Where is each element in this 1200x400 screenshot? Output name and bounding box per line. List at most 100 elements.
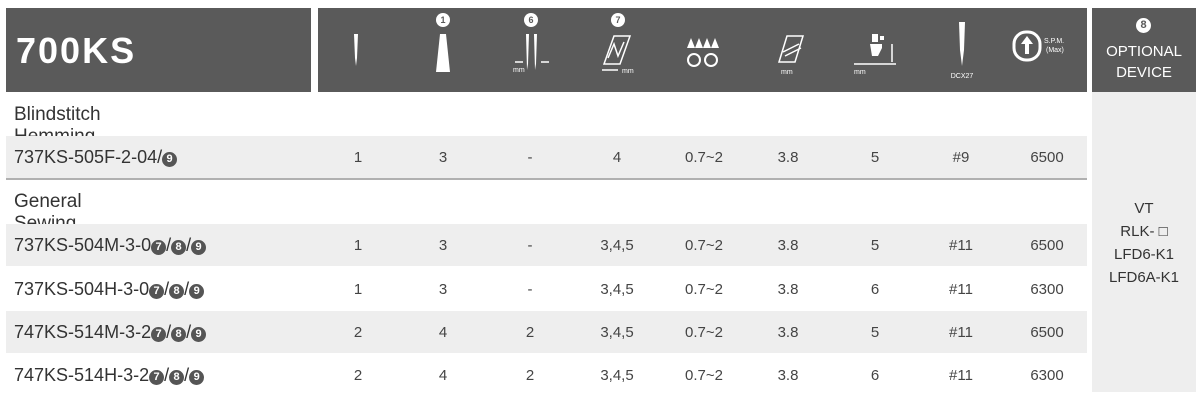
needle-system-icon: DCX27 [944,8,980,92]
model-name: 747KS-514H-3-2 7/8/9 [14,365,205,386]
cell-stitch-length: 3.8 [777,237,799,254]
cell-needle-system: #11 [949,281,973,298]
cell-spacing: 2 [525,367,535,384]
cell-needles: 1 [353,149,363,166]
cell-foot-lift: 6 [870,367,880,384]
note-badge: 8 [169,284,185,299]
needle-count-icon [346,8,366,92]
cell-foot-lift: 5 [870,237,880,254]
optional-device-header: 8 OPTIONAL DEVICE [1092,8,1196,92]
table-row: 737KS-504H-3-0 7/8/9 1 3 - 3,4,5 0.7~2 3.… [6,268,1087,310]
cell-stitch-length: 3.8 [777,149,799,166]
cell-threads: 3 [438,149,448,166]
model-name: 747KS-514M-3-2 7/8/9 [14,322,207,343]
series-title-cell: 700KS [6,8,311,92]
note-badge: 8 [169,370,185,385]
max-speed-icon: S.P.M. (Max) [1010,8,1082,92]
needle-num-label: 1 [440,15,445,25]
optional-device-num: 8 [1136,18,1151,33]
table-row: 747KS-514M-3-2 7/8/9 2 4 2 3,4,5 0.7~2 3.… [6,311,1087,353]
note-badge: 9 [189,370,205,385]
differential-feed-icon [683,8,723,92]
cell-spacing: - [527,281,533,298]
cell-max-speed: 6300 [1030,281,1064,298]
optional-device-item: VT [1134,200,1154,217]
cell-spacing: - [527,149,533,166]
note-badge: 9 [191,240,207,255]
cell-threads: 4 [438,324,448,341]
cell-threads: 4 [438,367,448,384]
series-title: 700KS [16,30,137,71]
stitch-length-icon: mm [773,8,807,92]
note-badge: 9 [162,152,178,167]
cell-threads: 3 [438,237,448,254]
note-badge: 7 [151,240,167,255]
cell-stitch-width: 3,4,5 [600,324,634,341]
stitch-width-icon: 7 mm [596,8,640,92]
cell-foot-lift: 6 [870,281,880,298]
optional-device-item: LFD6-K1 [1113,246,1175,263]
spacing-num-label: 6 [528,15,533,25]
optional-device-item: RLK- □ [1120,223,1168,240]
cell-spacing: - [527,237,533,254]
presser-foot-lift-icon: mm [852,8,898,92]
note-badge: 7 [149,284,165,299]
cell-stitch-length: 3.8 [777,324,799,341]
cell-max-speed: 6500 [1030,324,1064,341]
model-name: 737KS-504H-3-0 7/8/9 [14,279,205,300]
table-header: 700KS 1 6 mm 7 mm [0,0,1200,92]
spacing-unit-label: mm [513,67,525,74]
optional-device-label-2: DEVICE [1116,64,1172,81]
table-row: 737KS-504M-3-0 7/8/9 1 3 - 3,4,5 0.7~2 3.… [6,224,1087,266]
optional-device-item: LFD6A-K1 [1108,269,1180,286]
note-badge: 7 [149,370,165,385]
cell-needle-system: #11 [949,237,973,254]
spm-label: S.P.M. [1044,38,1064,45]
cell-diff-feed: 0.7~2 [685,324,723,341]
cell-max-speed: 6500 [1030,237,1064,254]
note-badge: 7 [151,327,167,342]
cell-foot-lift: 5 [870,149,880,166]
cell-stitch-width: 4 [612,149,622,166]
cell-needle-system: #11 [949,324,973,341]
cell-needles: 2 [353,324,363,341]
note-badge: 8 [171,327,187,342]
model-name: 737KS-505F-2-04/9 [14,147,178,168]
table-row: 737KS-505F-2-04/9 1 3 - 4 0.7~2 3.8 5 #9… [6,136,1087,178]
optional-device-label-1: OPTIONAL [1106,43,1182,60]
cell-needle-system: #9 [952,149,970,166]
section-divider [6,178,1087,180]
cell-needles: 1 [353,281,363,298]
optional-device-column: VT RLK- □ LFD6-K1 LFD6A-K1 [1092,92,1196,392]
cell-diff-feed: 0.7~2 [685,367,723,384]
cell-stitch-length: 3.8 [777,281,799,298]
note-badge: 9 [191,327,207,342]
cell-max-speed: 6300 [1030,367,1064,384]
cell-foot-lift: 5 [870,324,880,341]
stitch-unit-label: mm [622,68,634,75]
lift-unit-label: mm [854,69,866,76]
stitch-num-label: 7 [615,15,620,25]
cell-diff-feed: 0.7~2 [685,149,723,166]
cell-threads: 3 [438,281,448,298]
length-unit-label: mm [781,69,793,76]
note-badge: 9 [189,284,205,299]
cell-spacing: 2 [525,324,535,341]
cell-needles: 1 [353,237,363,254]
model-name: 737KS-504M-3-0 7/8/9 [14,235,207,256]
cell-needle-system: #11 [949,367,973,384]
cell-diff-feed: 0.7~2 [685,237,723,254]
cell-diff-feed: 0.7~2 [685,281,723,298]
thread-cone-icon: 1 [430,8,456,92]
needle-system-label: DCX27 [951,73,974,80]
cell-stitch-length: 3.8 [777,367,799,384]
cell-stitch-width: 3,4,5 [600,237,634,254]
cell-max-speed: 6500 [1030,149,1064,166]
cell-needles: 2 [353,367,363,384]
spm-max-label: (Max) [1046,47,1064,54]
needle-spacing-icon: 6 mm [505,8,555,92]
note-badge: 8 [171,240,187,255]
table-row: 747KS-514H-3-2 7/8/9 2 4 2 3,4,5 0.7~2 3.… [6,354,1087,396]
cell-stitch-width: 3,4,5 [600,367,634,384]
cell-stitch-width: 3,4,5 [600,281,634,298]
